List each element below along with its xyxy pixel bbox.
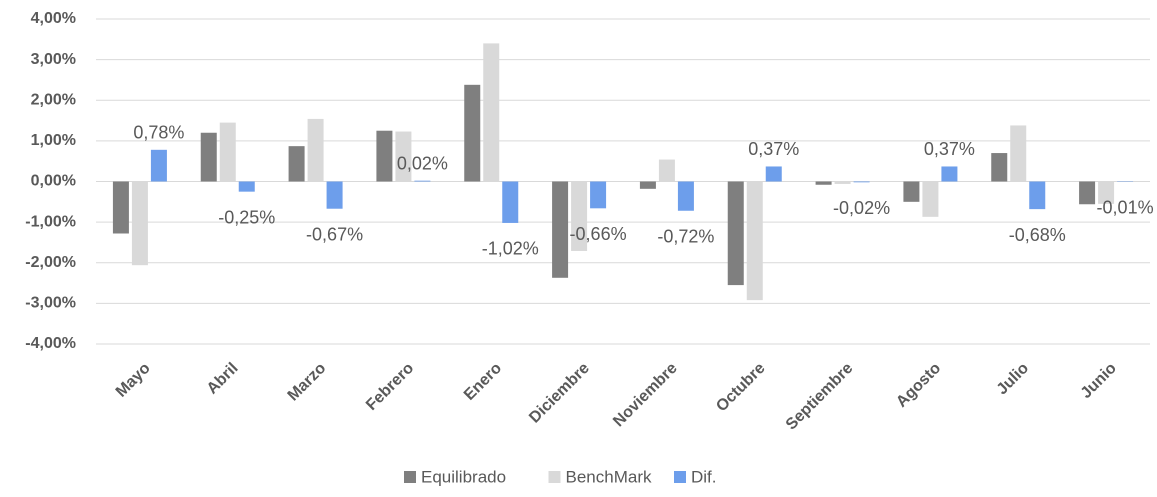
bar xyxy=(414,181,430,182)
bar xyxy=(327,182,343,209)
x-tick-label: Agosto xyxy=(893,360,944,411)
data-label: -0,68% xyxy=(1009,225,1066,245)
bar xyxy=(1029,182,1045,210)
x-tick-label: Mayo xyxy=(113,360,154,401)
bar xyxy=(659,160,675,182)
data-label: -0,72% xyxy=(657,227,714,247)
bar xyxy=(922,182,938,217)
x-tick-label: Febrero xyxy=(363,360,417,414)
bar xyxy=(464,85,480,182)
y-tick-label: 4,00% xyxy=(31,10,76,27)
bar xyxy=(816,182,832,185)
data-label: 0,37% xyxy=(924,139,975,159)
y-tick-label: 3,00% xyxy=(31,51,76,68)
bar xyxy=(483,43,499,181)
y-tick-label: -2,00% xyxy=(25,254,76,271)
bar xyxy=(201,133,217,182)
y-tick-label: -1,00% xyxy=(25,213,76,230)
legend-swatch xyxy=(549,471,561,483)
data-label: 0,02% xyxy=(397,153,448,173)
x-tick-label: Octubre xyxy=(713,360,768,415)
bar xyxy=(1010,125,1026,181)
legend-label: Dif. xyxy=(691,467,717,486)
data-label: -0,01% xyxy=(1097,198,1154,218)
bar xyxy=(502,182,518,223)
x-tick-label: Septiembre xyxy=(783,360,857,434)
bar xyxy=(220,123,236,182)
bar xyxy=(376,131,392,182)
bar xyxy=(640,182,656,189)
legend-swatch xyxy=(674,471,686,483)
x-tick-label: Diciembre xyxy=(526,360,593,427)
bar xyxy=(590,182,606,209)
data-label: -0,66% xyxy=(570,224,627,244)
data-label: -0,02% xyxy=(833,198,890,218)
bar xyxy=(308,119,324,182)
bar xyxy=(766,166,782,181)
y-tick-label: 2,00% xyxy=(31,91,76,108)
x-tick-label: Julio xyxy=(994,360,1033,399)
legend-label: BenchMark xyxy=(566,467,652,486)
bar xyxy=(991,153,1007,181)
bar xyxy=(113,182,129,234)
y-tick-label: -4,00% xyxy=(25,335,76,352)
bar xyxy=(239,182,255,192)
bar xyxy=(552,182,568,278)
bar xyxy=(941,166,957,181)
y-tick-label: 1,00% xyxy=(31,132,76,149)
x-tick-label: Enero xyxy=(461,360,505,404)
data-label: 0,78% xyxy=(133,123,184,143)
bar xyxy=(289,146,305,181)
x-tick-label: Noviembre xyxy=(610,360,681,431)
legend-label: Equilibrado xyxy=(421,467,506,486)
x-tick-label: Marzo xyxy=(285,360,330,405)
bar xyxy=(678,182,694,211)
bar xyxy=(1079,182,1095,205)
legend-swatch xyxy=(404,471,416,483)
data-label: -0,67% xyxy=(306,224,363,244)
bar xyxy=(132,182,148,266)
data-label: -0,25% xyxy=(218,207,275,227)
bar xyxy=(903,182,919,202)
data-label: 0,37% xyxy=(748,139,799,159)
bar xyxy=(835,182,851,184)
bar xyxy=(747,182,763,301)
x-tick-label: Junio xyxy=(1078,360,1120,402)
bar xyxy=(151,150,167,182)
bar xyxy=(854,182,870,183)
y-tick-label: -3,00% xyxy=(25,295,76,312)
x-tick-label: Abril xyxy=(204,360,242,398)
data-label: -1,02% xyxy=(482,239,539,259)
y-tick-label: 0,00% xyxy=(31,173,76,190)
bar xyxy=(728,182,744,286)
